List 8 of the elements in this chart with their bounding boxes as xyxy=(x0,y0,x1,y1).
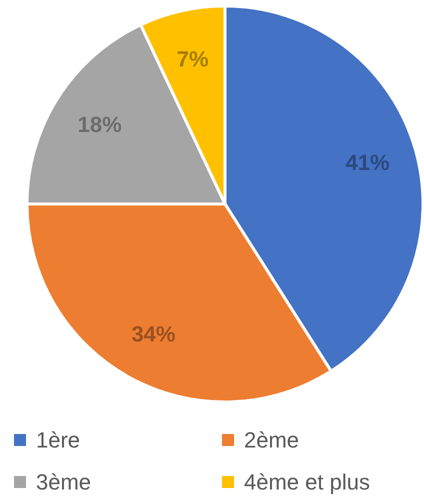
legend-label: 1ère xyxy=(36,428,80,452)
data-label: 18% xyxy=(78,112,122,137)
data-label: 41% xyxy=(346,150,390,176)
legend-label: 3ème xyxy=(36,470,92,494)
legend-label: 4ème et plus xyxy=(244,470,370,494)
legend-label: 2ème xyxy=(244,428,300,452)
data-label: 34% xyxy=(131,322,176,347)
data-label: 7% xyxy=(176,46,209,72)
